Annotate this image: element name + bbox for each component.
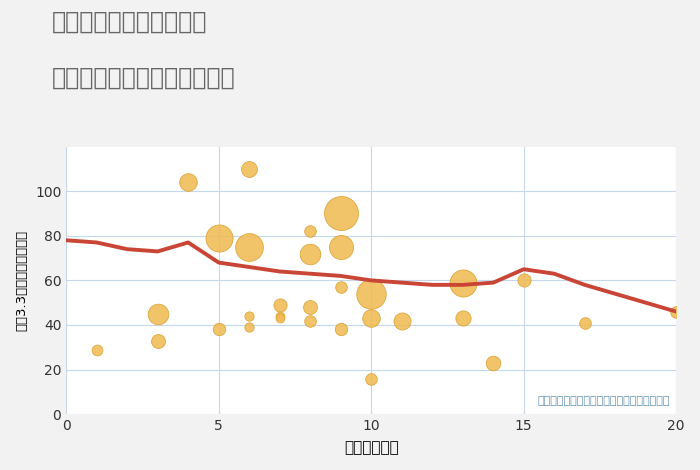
Point [365,290,377,298]
Text: 駅距離別中古マンション価格: 駅距離別中古マンション価格 [52,66,236,90]
Point [335,243,346,251]
Point [152,310,163,318]
Point [183,179,194,186]
Point [457,279,468,286]
Point [579,319,590,327]
Point [274,301,286,309]
Point [335,283,346,291]
Point [213,234,224,242]
Point [365,314,377,322]
Text: 三重県四日市市赤水町の: 三重県四日市市赤水町の [52,10,208,34]
Y-axis label: 坪（3.3㎡）単価（万円）: 坪（3.3㎡）単価（万円） [15,230,28,331]
Point [213,326,224,333]
Point [488,359,499,367]
Point [274,314,286,322]
Point [244,243,255,251]
Point [304,304,316,311]
Point [335,210,346,217]
Point [152,337,163,345]
Text: 円の大きさは、取引のあった物件面積を示す: 円の大きさは、取引のあった物件面積を示す [538,396,670,406]
Point [91,346,102,353]
Point [457,314,468,322]
Point [304,317,316,324]
Point [365,375,377,382]
X-axis label: 駅距離（分）: 駅距離（分） [344,440,398,455]
Point [244,165,255,172]
Point [335,326,346,333]
Point [244,323,255,331]
Point [244,313,255,320]
Point [396,317,407,324]
Point [274,313,286,320]
Point [518,277,529,284]
Point [671,308,682,315]
Point [304,227,316,235]
Point [304,250,316,258]
